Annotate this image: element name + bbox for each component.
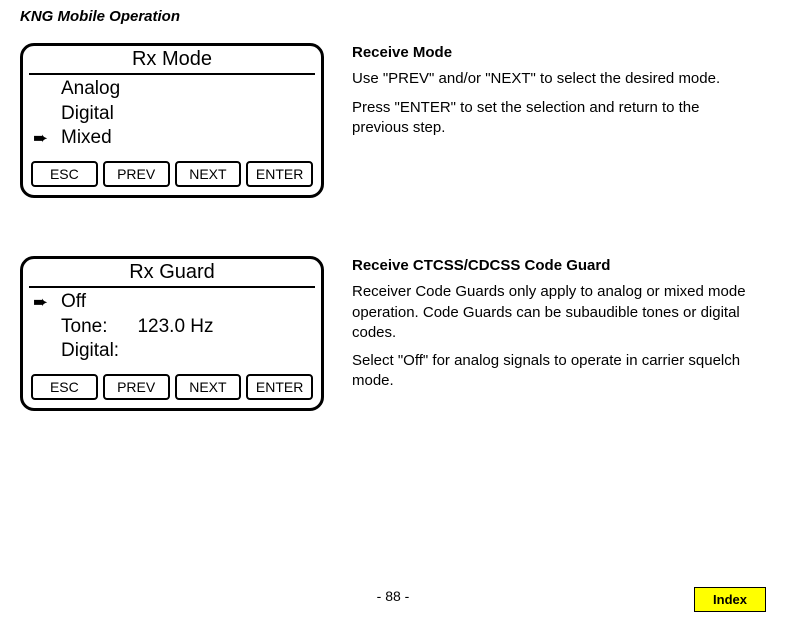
device-line: ➨ Mixed — [33, 126, 311, 151]
prev-button[interactable]: PREV — [103, 374, 170, 400]
description-heading: Receive Mode — [352, 43, 752, 63]
description-text: Receiver Code Guards only apply to analo… — [352, 282, 752, 343]
esc-button[interactable]: ESC — [31, 161, 98, 187]
line-label: Digital: — [61, 339, 119, 364]
next-button[interactable]: NEXT — [175, 374, 242, 400]
description-text: Use "PREV" and/or "NEXT" to select the d… — [352, 69, 752, 89]
enter-button[interactable]: ENTER — [246, 161, 313, 187]
line-label: Digital — [61, 102, 114, 127]
device-line: Tone: 123.0 Hz — [33, 315, 311, 340]
page-number: - 88 - — [377, 588, 410, 604]
line-label: Mixed — [61, 126, 112, 151]
device-line: Digital: — [33, 339, 311, 364]
device-line: Analog — [33, 77, 311, 102]
arrow-icon: ➨ — [33, 291, 61, 314]
device-body: ➨ Off Tone: 123.0 Hz Digital: — [23, 288, 321, 374]
description-text: Select "Off" for analog signals to opera… — [352, 351, 752, 392]
device-line: Digital — [33, 102, 311, 127]
device-body: Analog Digital ➨ Mixed — [23, 75, 321, 161]
soft-button-row: ESC PREV NEXT ENTER — [23, 374, 321, 408]
device-box-rx-mode: Rx Mode Analog Digital ➨ Mixed ESC PREV … — [20, 43, 324, 198]
soft-button-row: ESC PREV NEXT ENTER — [23, 161, 321, 195]
enter-button[interactable]: ENTER — [246, 374, 313, 400]
device-title: Rx Mode — [29, 46, 315, 75]
section-receive-mode: Rx Mode Analog Digital ➨ Mixed ESC PREV … — [20, 43, 766, 198]
line-label: Off — [61, 290, 86, 315]
device-line: ➨ Off — [33, 290, 311, 315]
line-label: Analog — [61, 77, 120, 102]
index-button[interactable]: Index — [694, 587, 766, 612]
description-block: Receive Mode Use "PREV" and/or "NEXT" to… — [352, 43, 752, 146]
description-heading: Receive CTCSS/CDCSS Code Guard — [352, 256, 752, 276]
page-header: KNG Mobile Operation — [20, 8, 766, 25]
device-title: Rx Guard — [29, 259, 315, 288]
description-block: Receive CTCSS/CDCSS Code Guard Receiver … — [352, 256, 752, 400]
section-receive-guard: Rx Guard ➨ Off Tone: 123.0 Hz Digital: E… — [20, 256, 766, 411]
device-box-rx-guard: Rx Guard ➨ Off Tone: 123.0 Hz Digital: E… — [20, 256, 324, 411]
prev-button[interactable]: PREV — [103, 161, 170, 187]
arrow-icon: ➨ — [33, 127, 61, 150]
description-text: Press "ENTER" to set the selection and r… — [352, 98, 752, 139]
line-value: 123.0 Hz — [137, 315, 213, 340]
next-button[interactable]: NEXT — [175, 161, 242, 187]
esc-button[interactable]: ESC — [31, 374, 98, 400]
line-label: Tone: — [61, 315, 107, 340]
